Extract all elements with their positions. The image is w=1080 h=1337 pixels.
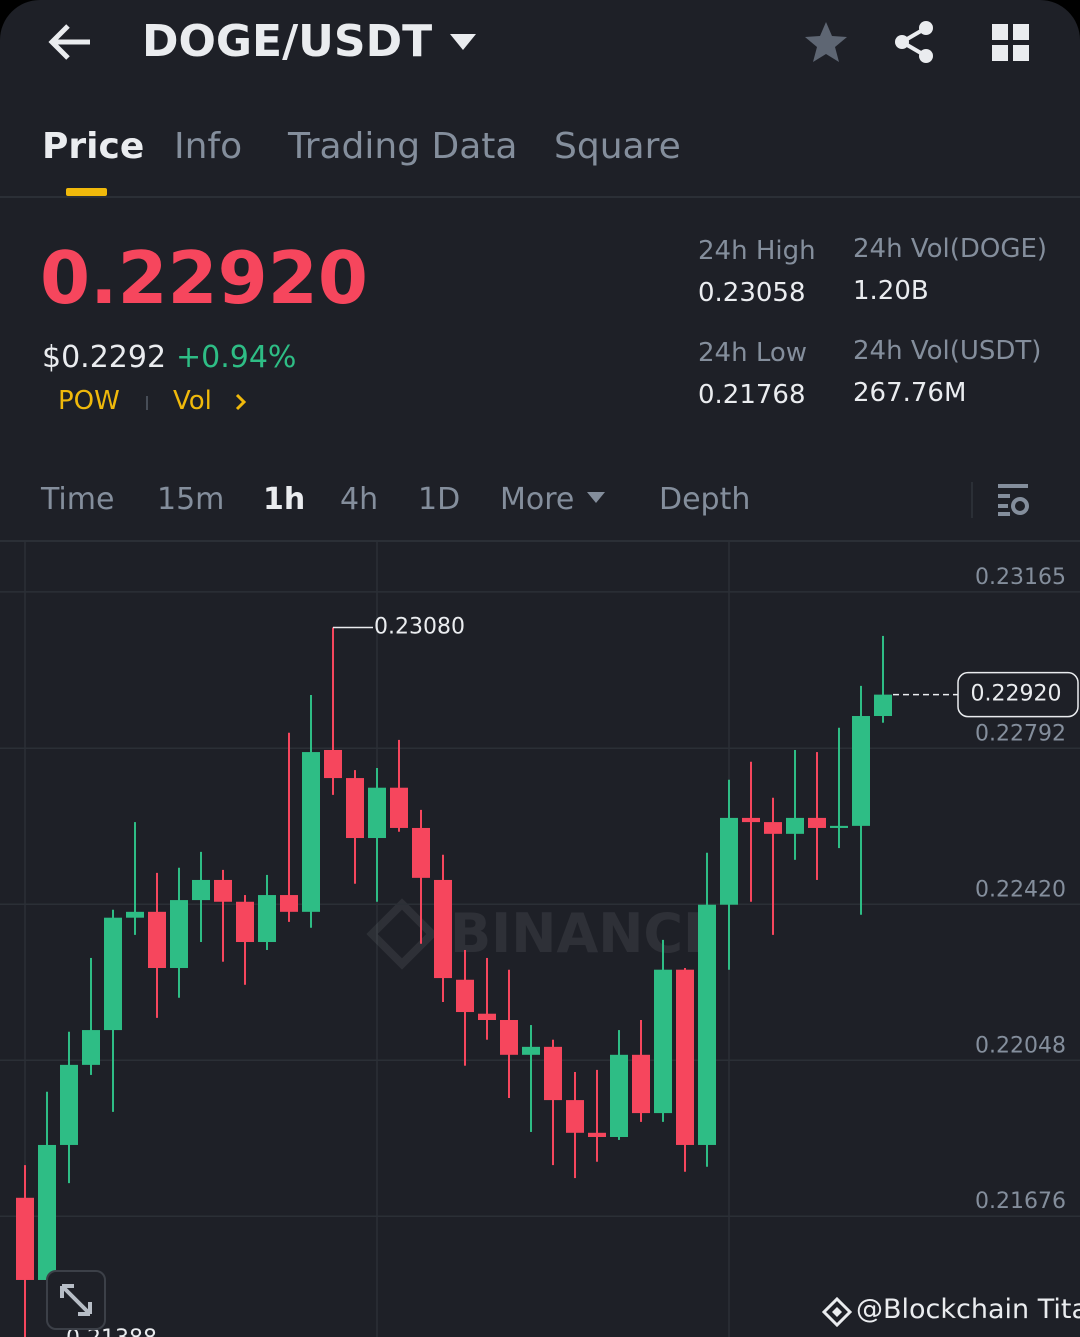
more-caret bbox=[587, 492, 605, 503]
candle-body bbox=[720, 817, 738, 905]
candle-body bbox=[148, 911, 166, 969]
tag[interactable]: POW bbox=[58, 386, 120, 416]
tag-arrow bbox=[235, 393, 247, 411]
share-icon[interactable] bbox=[892, 20, 936, 64]
candle-body bbox=[236, 901, 254, 943]
high-marker-label: 0.23080 bbox=[374, 615, 465, 640]
price-change: +0.94% bbox=[176, 340, 297, 375]
interval[interactable]: Depth bbox=[659, 482, 751, 517]
candle-body bbox=[258, 895, 276, 943]
stat-value: 0.21768 bbox=[698, 380, 806, 410]
candle-body bbox=[192, 879, 210, 901]
candle-body bbox=[16, 1197, 34, 1280]
last-price-box bbox=[957, 671, 1079, 718]
interval[interactable]: 1D bbox=[418, 482, 461, 517]
stat-value: 267.76M bbox=[853, 378, 967, 408]
tag-separator bbox=[146, 396, 148, 410]
back-button[interactable] bbox=[46, 22, 94, 62]
candle-body bbox=[698, 904, 716, 1145]
pair-dropdown[interactable] bbox=[450, 34, 476, 52]
credit-logo bbox=[822, 1297, 852, 1327]
candle-body bbox=[522, 1046, 540, 1055]
candle-body bbox=[566, 1100, 584, 1133]
watermark-text: BINANCE bbox=[450, 902, 720, 965]
candle-body bbox=[632, 1054, 650, 1114]
tab[interactable]: Price bbox=[42, 126, 145, 167]
interval[interactable]: Time bbox=[41, 482, 115, 517]
last-price: 0.22920 bbox=[40, 236, 368, 320]
candle-body bbox=[60, 1064, 78, 1145]
favorite-icon[interactable] bbox=[804, 20, 848, 64]
candle-body bbox=[544, 1046, 562, 1101]
candle-body bbox=[478, 1013, 496, 1021]
pair-title[interactable]: DOGE/USDT bbox=[142, 16, 433, 67]
candle-body bbox=[500, 1020, 518, 1055]
candle-body bbox=[346, 778, 364, 839]
interval[interactable]: More bbox=[500, 482, 575, 517]
candle-body bbox=[588, 1132, 606, 1137]
active-tab-indicator bbox=[66, 188, 107, 196]
candle-body bbox=[412, 827, 430, 878]
candle-body bbox=[170, 900, 188, 969]
stat-label: 24h High bbox=[698, 236, 816, 266]
candle-body bbox=[610, 1054, 628, 1137]
candle-body bbox=[742, 817, 760, 823]
interval[interactable]: 15m bbox=[157, 482, 225, 517]
candle-body bbox=[654, 969, 672, 1114]
stat-label: 24h Vol(DOGE) bbox=[853, 234, 1048, 264]
candle-body bbox=[456, 979, 474, 1013]
y-tick-label: 0.23165 bbox=[975, 565, 1066, 590]
stat-label: 24h Low bbox=[698, 338, 808, 368]
low-marker-label: 0.21388 bbox=[66, 1326, 157, 1337]
divider bbox=[0, 196, 1080, 198]
candle-body bbox=[368, 787, 386, 839]
last-price-label: 0.22920 bbox=[971, 682, 1062, 707]
y-tick-label: 0.22420 bbox=[975, 877, 1066, 902]
credit: @Blockchain Titan bbox=[856, 1294, 1080, 1325]
candle-body bbox=[38, 1144, 56, 1280]
interval[interactable]: 4h bbox=[340, 482, 379, 517]
tab[interactable]: Info bbox=[174, 126, 243, 167]
candle-body bbox=[82, 1030, 100, 1065]
candle-body bbox=[830, 825, 848, 828]
candle-body bbox=[390, 787, 408, 828]
usd-price: $0.2292 bbox=[42, 340, 167, 375]
candle-body bbox=[324, 749, 342, 779]
candle-body bbox=[808, 817, 826, 828]
stat-value: 1.20B bbox=[853, 276, 929, 306]
stat-label: 24h Vol(USDT) bbox=[853, 336, 1042, 366]
candle-body bbox=[126, 911, 144, 918]
candle-body bbox=[104, 917, 122, 1031]
candle-body bbox=[434, 879, 452, 979]
tab[interactable]: Square bbox=[554, 126, 681, 167]
candle-body bbox=[676, 969, 694, 1145]
y-tick-label: 0.21676 bbox=[975, 1189, 1066, 1214]
candle-body bbox=[874, 694, 892, 717]
candle-body bbox=[214, 879, 232, 902]
y-tick-label: 0.22048 bbox=[975, 1033, 1066, 1058]
watermark: BINANCE bbox=[366, 898, 720, 970]
divider bbox=[0, 540, 1080, 542]
fullscreen-button[interactable] bbox=[46, 1270, 106, 1330]
candle-body bbox=[786, 817, 804, 834]
interval[interactable]: 1h bbox=[263, 482, 306, 517]
tag[interactable]: Vol bbox=[173, 386, 212, 416]
tab[interactable]: Trading Data bbox=[288, 126, 518, 167]
grid-icon[interactable] bbox=[992, 24, 1030, 62]
candle-body bbox=[280, 895, 298, 912]
chart-settings-icon[interactable] bbox=[996, 482, 1030, 516]
candle-body bbox=[764, 822, 782, 834]
stat-value: 0.23058 bbox=[698, 278, 806, 308]
candle-body bbox=[302, 752, 320, 912]
candlestick-chart: BINANCE 0.23165 0.22792 0.22420 0.22048 0.21… bbox=[0, 542, 1080, 1337]
candle-body bbox=[852, 716, 870, 826]
toolbar-divider bbox=[971, 482, 973, 518]
y-tick-label: 0.22792 bbox=[975, 721, 1066, 746]
